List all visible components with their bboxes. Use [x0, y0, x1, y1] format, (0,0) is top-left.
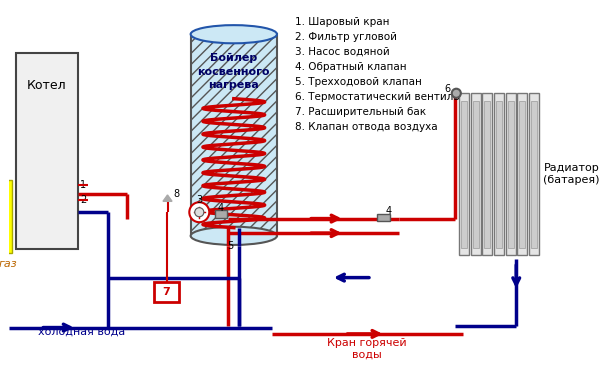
Bar [506, 93, 515, 255]
Text: Кран горячей
воды: Кран горячей воды [328, 338, 407, 360]
Bar [482, 93, 492, 255]
Text: Радиатор
(батарея): Радиатор (батарея) [544, 163, 600, 185]
Bar [461, 101, 467, 247]
Bar [215, 210, 227, 218]
Bar [191, 34, 277, 236]
Bar [484, 101, 490, 247]
Circle shape [190, 202, 209, 222]
Text: 7: 7 [163, 287, 170, 297]
Bar [470, 93, 481, 255]
Bar [377, 214, 390, 221]
Bar [531, 101, 537, 247]
Bar [529, 93, 539, 255]
Text: Котел: Котел [27, 79, 67, 92]
Text: 4: 4 [385, 206, 391, 216]
Text: холодная вода: холодная вода [38, 326, 125, 336]
Circle shape [452, 89, 461, 98]
Polygon shape [163, 195, 172, 201]
Text: 5. Трехходовой клапан: 5. Трехходовой клапан [295, 77, 422, 87]
Bar [459, 93, 469, 255]
Bar [473, 101, 479, 247]
Text: газ: газ [0, 259, 17, 269]
Bar [508, 101, 514, 247]
Text: 8. Клапан отвода воздуха: 8. Клапан отвода воздуха [295, 122, 437, 132]
Text: 3: 3 [196, 194, 202, 204]
Text: Бойлер
косвенного
нагрева: Бойлер косвенного нагрева [197, 53, 270, 90]
Text: 5: 5 [227, 241, 233, 251]
Bar [519, 101, 526, 247]
Text: 1: 1 [80, 180, 86, 190]
Text: 4. Обратный клапан: 4. Обратный клапан [295, 62, 406, 72]
Bar [494, 93, 504, 255]
Bar [154, 282, 179, 302]
Bar [517, 93, 527, 255]
Text: 1. Шаровый кран: 1. Шаровый кран [295, 17, 389, 27]
Text: 6: 6 [445, 84, 451, 94]
Bar [16, 53, 77, 249]
Text: 6. Термостатический вентиль: 6. Термостатический вентиль [295, 92, 459, 102]
Ellipse shape [191, 25, 277, 43]
Circle shape [195, 208, 204, 217]
Text: 2: 2 [80, 196, 86, 206]
Text: 7. Расширительный бак: 7. Расширительный бак [295, 107, 426, 117]
Ellipse shape [191, 227, 277, 245]
Text: 4: 4 [218, 203, 224, 213]
Text: 3. Насос водяной: 3. Насос водяной [295, 47, 389, 57]
Bar [496, 101, 502, 247]
Bar [3, 180, 12, 253]
Text: 2. Фильтр угловой: 2. Фильтр угловой [295, 32, 397, 42]
Text: 8: 8 [174, 189, 180, 199]
